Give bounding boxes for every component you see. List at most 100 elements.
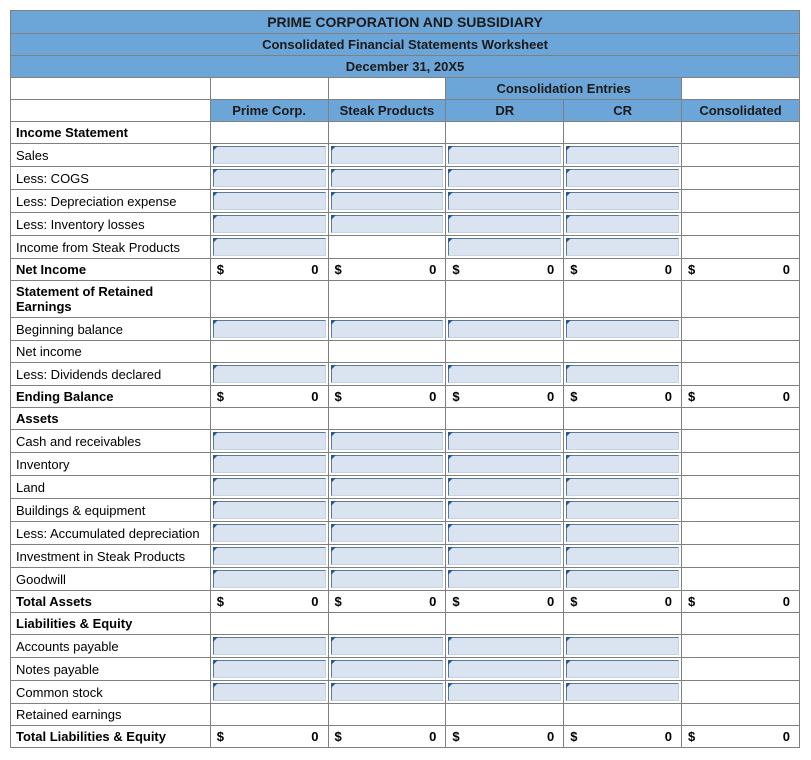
input-field[interactable] [566, 146, 679, 164]
input-field[interactable] [448, 169, 561, 187]
input-cell[interactable] [564, 144, 682, 167]
input-cell[interactable] [564, 236, 682, 259]
input-cell[interactable] [328, 476, 446, 499]
input-field[interactable] [566, 320, 679, 338]
input-field[interactable] [331, 455, 444, 473]
input-field[interactable] [566, 524, 679, 542]
input-field[interactable] [448, 238, 561, 256]
input-cell[interactable] [446, 430, 564, 453]
input-cell[interactable] [210, 499, 328, 522]
input-cell[interactable] [446, 476, 564, 499]
input-cell[interactable] [210, 658, 328, 681]
input-cell[interactable] [564, 658, 682, 681]
input-cell[interactable] [328, 167, 446, 190]
input-field[interactable] [448, 215, 561, 233]
input-field[interactable] [566, 432, 679, 450]
input-cell[interactable] [210, 236, 328, 259]
input-cell[interactable] [446, 318, 564, 341]
input-field[interactable] [331, 524, 444, 542]
input-field[interactable] [213, 478, 326, 496]
input-cell[interactable] [328, 568, 446, 591]
input-field[interactable] [566, 570, 679, 588]
input-cell[interactable] [446, 658, 564, 681]
input-field[interactable] [448, 547, 561, 565]
input-field[interactable] [448, 365, 561, 383]
input-cell[interactable] [564, 453, 682, 476]
input-cell[interactable] [328, 681, 446, 704]
input-cell[interactable] [328, 635, 446, 658]
input-cell[interactable] [210, 568, 328, 591]
input-cell[interactable] [564, 522, 682, 545]
input-cell[interactable] [210, 522, 328, 545]
input-field[interactable] [213, 570, 326, 588]
input-cell[interactable] [564, 190, 682, 213]
input-field[interactable] [331, 570, 444, 588]
input-cell[interactable] [446, 190, 564, 213]
input-field[interactable] [213, 432, 326, 450]
input-field[interactable] [213, 455, 326, 473]
input-field[interactable] [331, 660, 444, 678]
input-field[interactable] [213, 215, 326, 233]
input-field[interactable] [213, 637, 326, 655]
input-cell[interactable] [564, 167, 682, 190]
input-field[interactable] [448, 432, 561, 450]
input-field[interactable] [213, 524, 326, 542]
input-field[interactable] [331, 547, 444, 565]
input-field[interactable] [566, 238, 679, 256]
input-cell[interactable] [328, 318, 446, 341]
input-field[interactable] [448, 524, 561, 542]
input-cell[interactable] [446, 545, 564, 568]
input-field[interactable] [213, 192, 326, 210]
input-cell[interactable] [328, 190, 446, 213]
input-cell[interactable] [446, 453, 564, 476]
input-field[interactable] [566, 169, 679, 187]
input-cell[interactable] [564, 499, 682, 522]
input-field[interactable] [448, 683, 561, 701]
input-field[interactable] [566, 215, 679, 233]
input-field[interactable] [331, 365, 444, 383]
input-cell[interactable] [210, 545, 328, 568]
input-field[interactable] [566, 192, 679, 210]
input-field[interactable] [331, 146, 444, 164]
input-field[interactable] [448, 570, 561, 588]
input-field[interactable] [566, 365, 679, 383]
input-cell[interactable] [446, 363, 564, 386]
input-field[interactable] [566, 637, 679, 655]
input-field[interactable] [331, 169, 444, 187]
input-field[interactable] [566, 455, 679, 473]
input-field[interactable] [448, 192, 561, 210]
input-field[interactable] [448, 478, 561, 496]
input-cell[interactable] [328, 363, 446, 386]
input-field[interactable] [213, 547, 326, 565]
input-cell[interactable] [446, 568, 564, 591]
input-cell[interactable] [210, 430, 328, 453]
input-field[interactable] [213, 238, 326, 256]
input-cell[interactable] [446, 635, 564, 658]
input-cell[interactable] [210, 190, 328, 213]
input-cell[interactable] [328, 522, 446, 545]
input-field[interactable] [213, 320, 326, 338]
input-cell[interactable] [328, 213, 446, 236]
input-cell[interactable] [564, 476, 682, 499]
input-field[interactable] [448, 501, 561, 519]
input-cell[interactable] [328, 499, 446, 522]
input-field[interactable] [331, 215, 444, 233]
input-field[interactable] [213, 683, 326, 701]
input-field[interactable] [566, 478, 679, 496]
input-cell[interactable] [446, 144, 564, 167]
input-field[interactable] [566, 501, 679, 519]
input-cell[interactable] [328, 144, 446, 167]
input-field[interactable] [331, 478, 444, 496]
input-cell[interactable] [210, 476, 328, 499]
input-field[interactable] [213, 169, 326, 187]
input-cell[interactable] [564, 635, 682, 658]
input-field[interactable] [566, 547, 679, 565]
input-cell[interactable] [210, 318, 328, 341]
input-field[interactable] [331, 683, 444, 701]
input-cell[interactable] [564, 363, 682, 386]
input-cell[interactable] [564, 430, 682, 453]
input-cell[interactable] [446, 236, 564, 259]
input-cell[interactable] [328, 658, 446, 681]
input-cell[interactable] [564, 681, 682, 704]
input-field[interactable] [213, 501, 326, 519]
